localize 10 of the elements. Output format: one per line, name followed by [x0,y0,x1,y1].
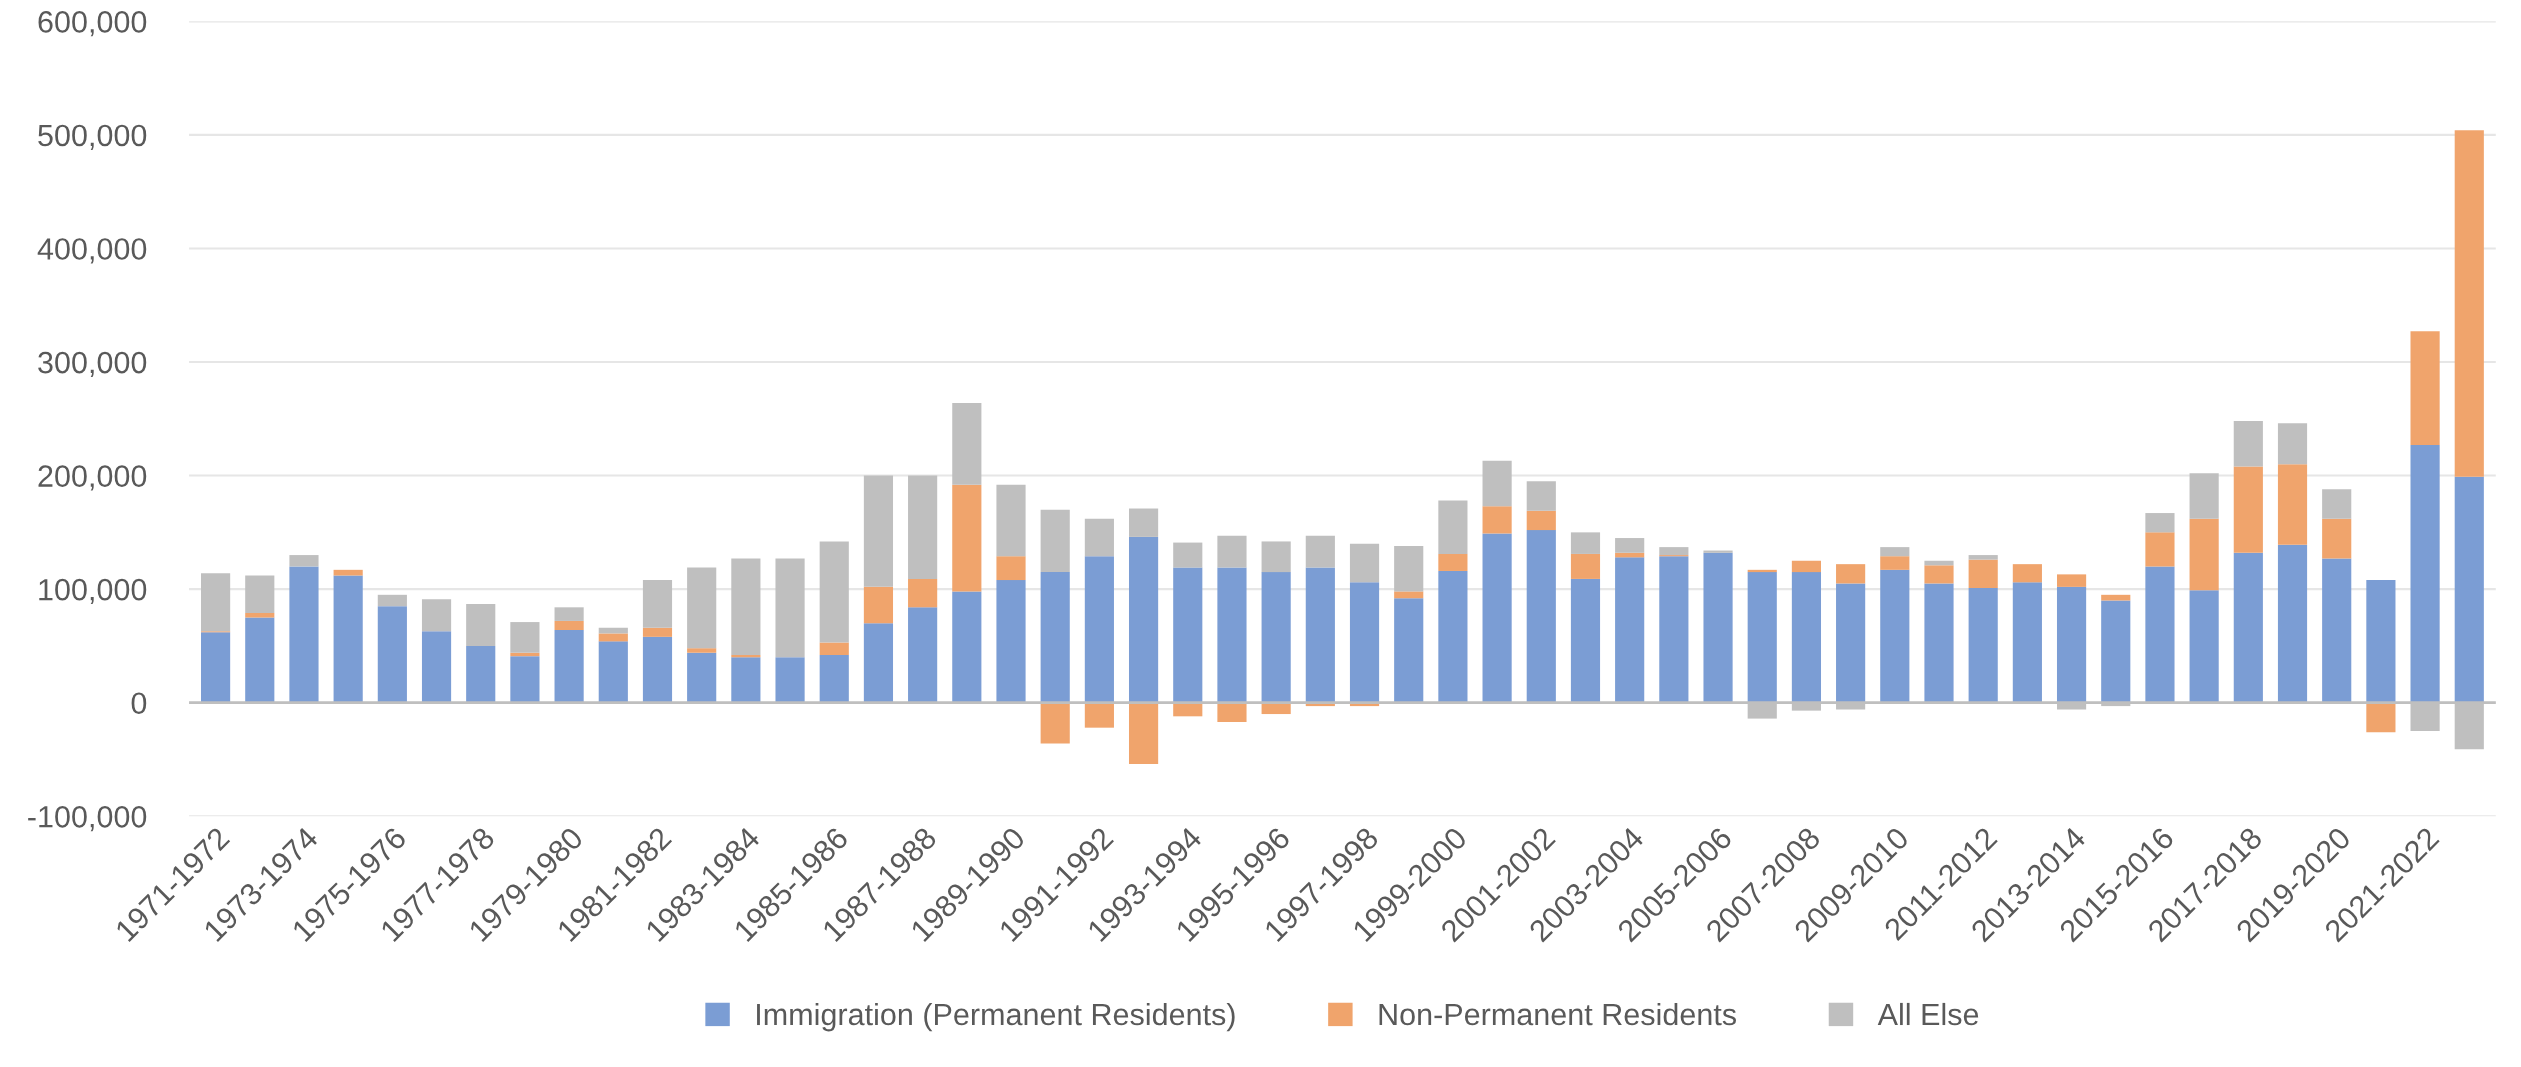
y-tick-label: 300,000 [38,351,147,377]
y-tick-label: 500,000 [38,124,147,150]
y-tick-label: 200,000 [38,465,147,491]
y-tick-label: 100,000 [39,578,147,605]
y-tick-label: 400,000 [37,238,147,264]
legend-label: All Else [1877,1002,1979,1026]
legend-label: Immigration (Permanent Residents) [757,1002,1235,1032]
y-tick-label: 600,000 [38,11,147,37]
y-tick-label: 0 [131,692,147,715]
legend-label: Non-Permanent Residents [1379,1002,1736,1026]
